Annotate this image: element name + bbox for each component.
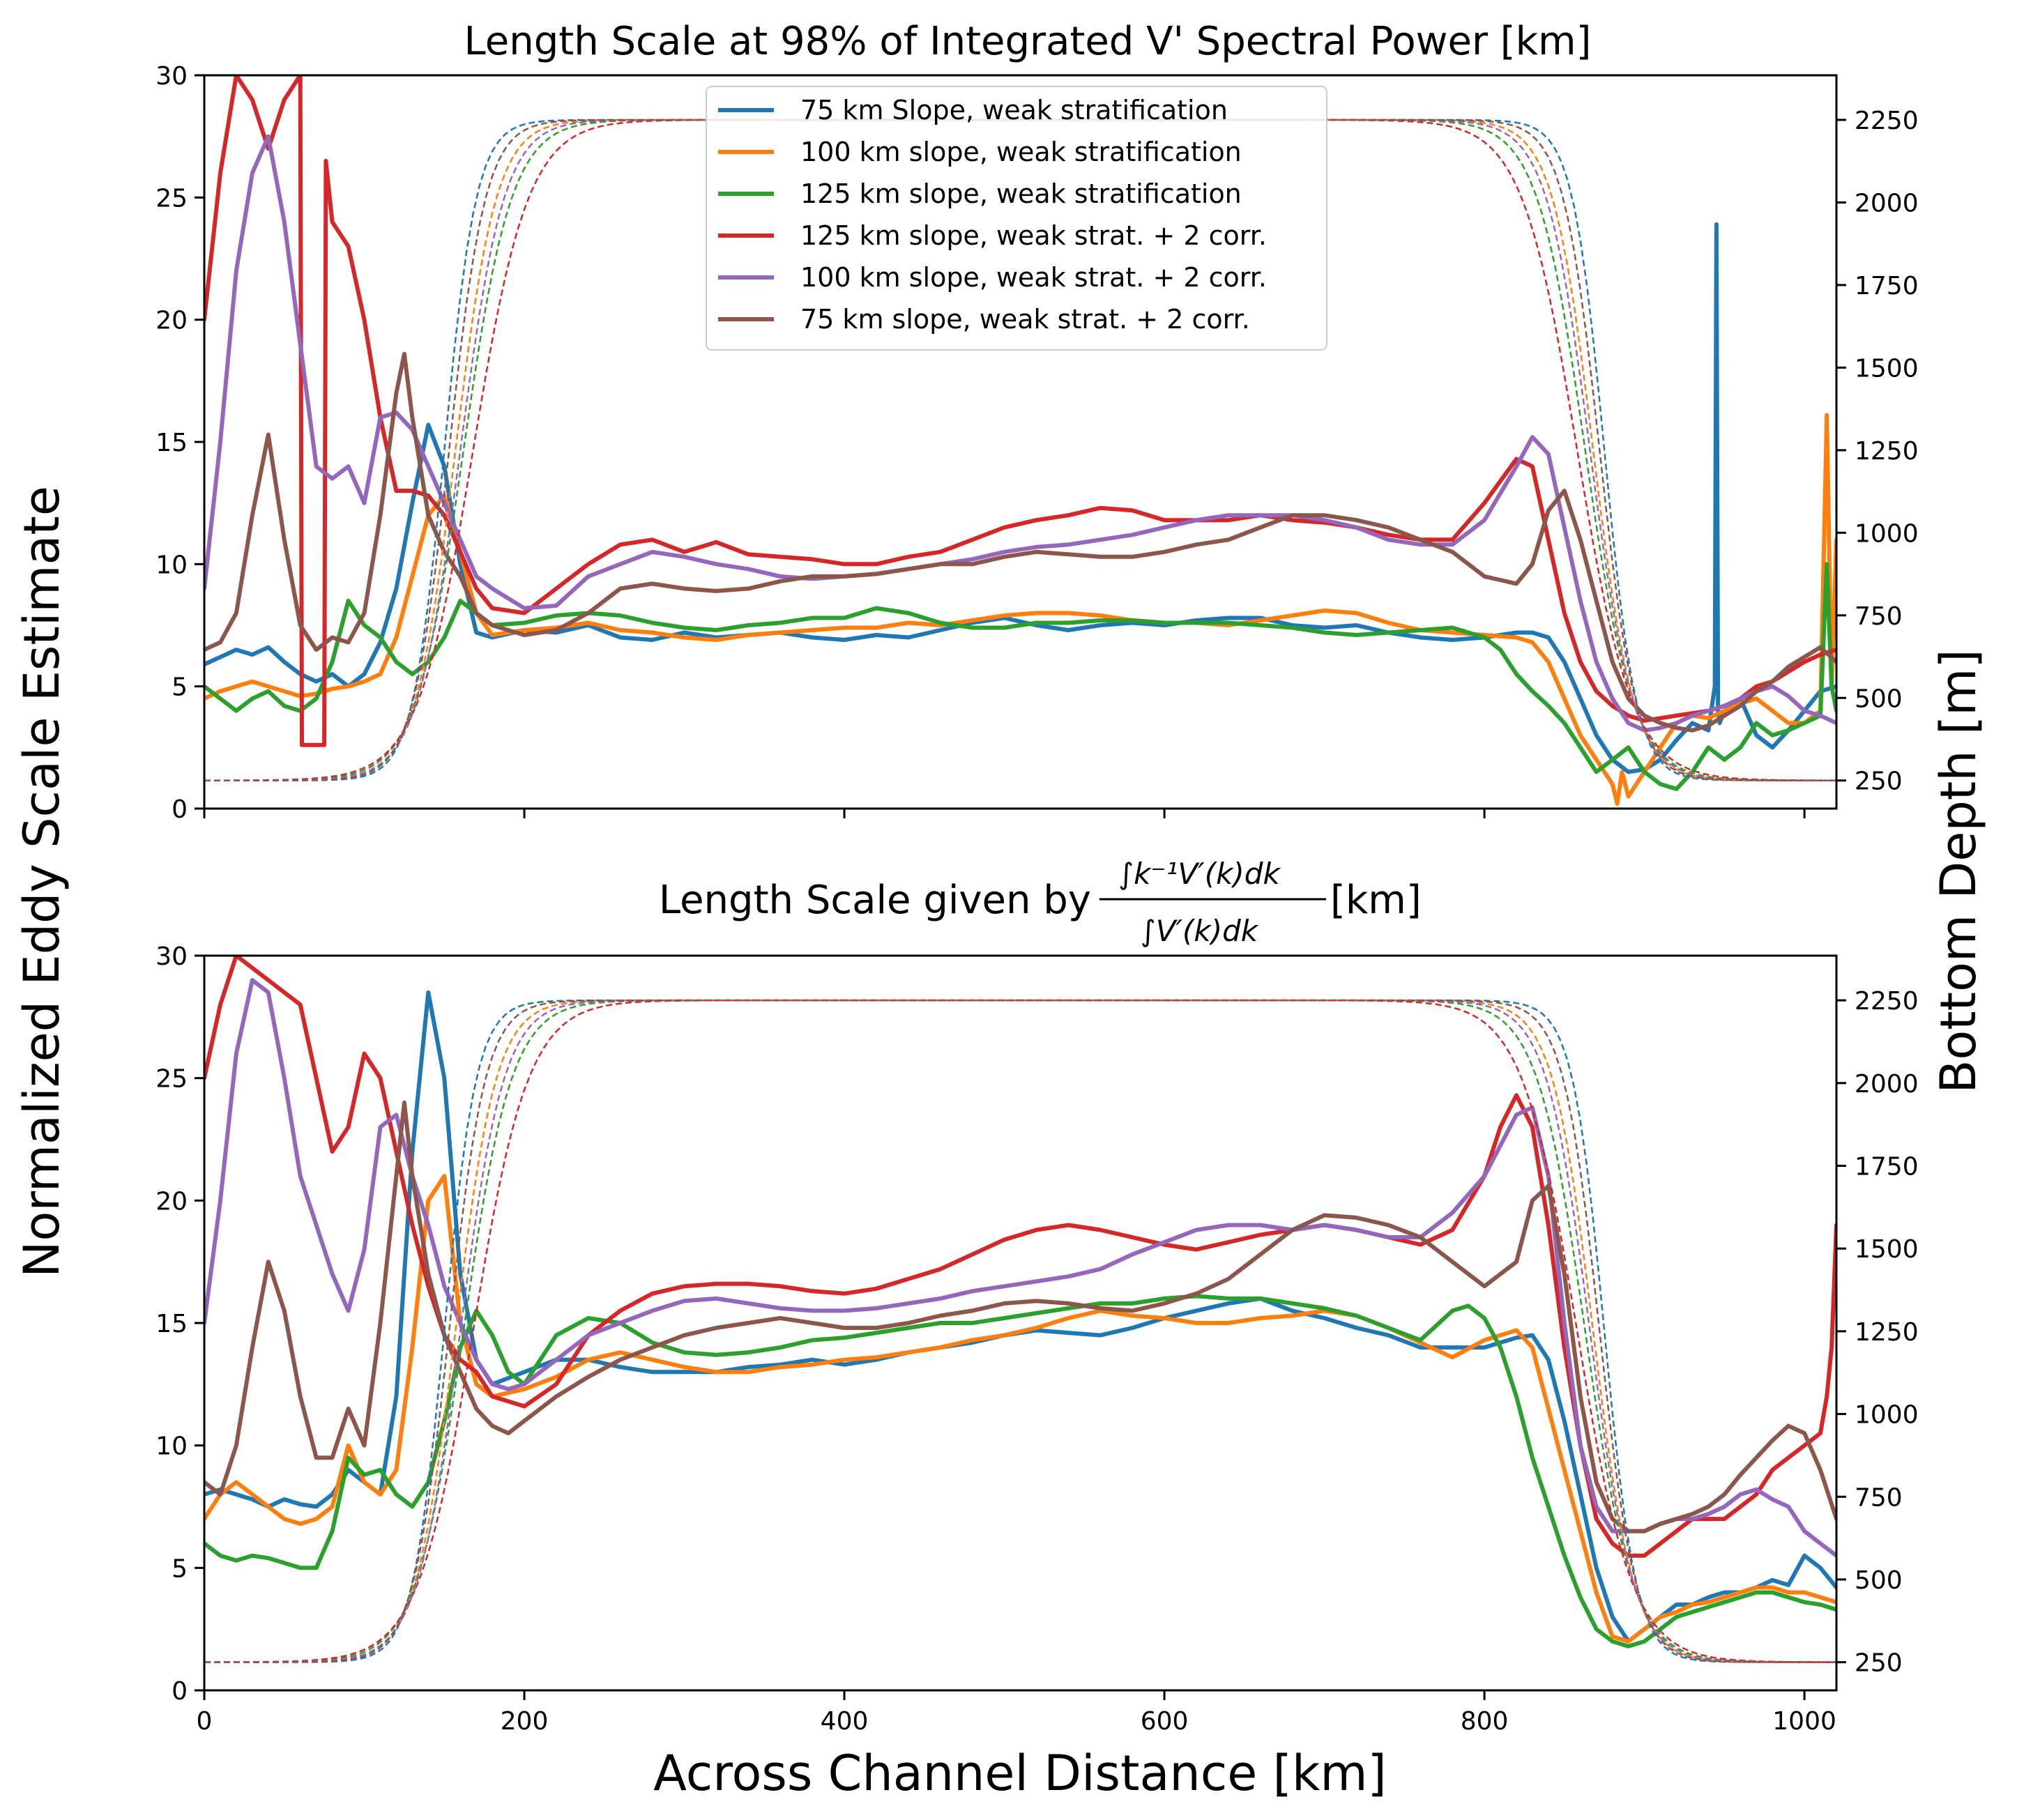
legend-label: 100 km slope, weak strat. + 2 corr.	[800, 262, 1267, 293]
bottom-x-tick-label: 400	[821, 1707, 869, 1736]
bottom-y2-tick-label: 1500	[1855, 1235, 1919, 1264]
bottom-y2-tick-label: 1000	[1855, 1401, 1919, 1430]
bottom-panel: Length Scale given by ∫k⁻¹V′(k)dk ∫V′(k)…	[155, 857, 1918, 1736]
bottom-title-denominator: ∫V′(k)dk	[1141, 914, 1259, 948]
bottom-title-numerator: ∫k⁻¹V′(k)dk	[1118, 857, 1281, 891]
bottom-series-layer	[204, 956, 1836, 1649]
bottom-y-tick-label: 0	[172, 1677, 188, 1706]
top-y2-tick-label: 250	[1855, 767, 1903, 796]
top-y2-tick-label: 2000	[1855, 189, 1919, 217]
bottom-y-tick-label: 10	[155, 1432, 188, 1461]
legend-label: 100 km slope, weak stratification	[800, 137, 1242, 167]
y-axis-label: Normalized Eddy Scale Estimate	[13, 486, 70, 1278]
bottom-series-line-3	[204, 1294, 1836, 1649]
legend-entry: 125 km slope, weak stratification	[718, 178, 1242, 209]
bottom-y2-tick-label: 250	[1855, 1649, 1903, 1678]
top-panel: Length Scale at 98% of Integrated V' Spe…	[155, 19, 1918, 824]
top-y2-tick-label: 2250	[1855, 107, 1919, 135]
legend-label: 125 km slope, weak stratification	[800, 178, 1242, 209]
legend-entry: 125 km slope, weak strat. + 2 corr.	[718, 220, 1267, 251]
top-y2-tick-label: 750	[1855, 602, 1903, 631]
bottom-y2-tick-label: 750	[1855, 1483, 1903, 1512]
top-y2-tick-label: 1250	[1855, 437, 1919, 466]
legend-label: 75 km slope, weak strat. + 2 corr.	[800, 304, 1250, 335]
bottom-depth-layer	[204, 999, 1836, 1663]
bottom-title-suffix: [km]	[1330, 878, 1422, 923]
bottom-x-tick-label: 0	[197, 1707, 213, 1736]
legend: 75 km Slope, weak stratification 100 km …	[706, 86, 1327, 351]
bottom-x-tick-label: 1000	[1772, 1707, 1836, 1736]
top-depth-profile-2	[204, 118, 1836, 781]
bottom-depth-profile-6	[204, 999, 1836, 1663]
top-series-line-6	[204, 351, 1836, 733]
bottom-y2-tick-label: 1750	[1855, 1152, 1919, 1181]
legend-label: 125 km slope, weak strat. + 2 corr.	[800, 220, 1267, 251]
top-y-tick-label: 10	[155, 551, 188, 579]
top-y2-tick-label: 1500	[1855, 354, 1919, 383]
top-ticks: 0 5 10 15 20 25 30 250 500 750 1000 1250 1500 1750 200…	[155, 62, 1918, 824]
top-series-line-2	[204, 413, 1836, 806]
bottom-y-tick-label: 20	[155, 1187, 188, 1216]
y2-axis-label: Bottom Depth [m]	[1930, 649, 1987, 1093]
bottom-series-line-4	[204, 956, 1836, 1558]
bottom-y2-tick-label: 2250	[1855, 987, 1919, 1016]
bottom-y2-tick-label: 1250	[1855, 1318, 1919, 1347]
legend-entry: 75 km Slope, weak stratification	[718, 95, 1228, 125]
bottom-x-tick-label: 200	[501, 1707, 549, 1736]
legend-entry: 100 km slope, weak stratification	[718, 137, 1242, 167]
top-y-tick-label: 0	[172, 795, 188, 824]
bottom-y-tick-label: 25	[155, 1065, 188, 1094]
bottom-ticks: 0 200 400 600 800 1000 0 5 10 15 20 25 30 250 500 750 10…	[155, 942, 1918, 1736]
x-axis-label: Across Channel Distance [km]	[653, 1745, 1387, 1802]
top-y-tick-label: 5	[172, 673, 188, 702]
legend-entry: 75 km slope, weak strat. + 2 corr.	[718, 304, 1250, 335]
bottom-x-tick-label: 600	[1141, 1707, 1189, 1736]
top-y2-tick-label: 500	[1855, 685, 1903, 713]
top-y-tick-label: 25	[155, 184, 188, 213]
legend-label: 75 km Slope, weak stratification	[800, 95, 1228, 125]
top-y2-tick-label: 1750	[1855, 272, 1919, 300]
legend-entry: 100 km slope, weak strat. + 2 corr.	[718, 262, 1267, 293]
top-y-tick-label: 20	[155, 307, 188, 335]
top-y-tick-label: 15	[155, 429, 188, 457]
bottom-y-tick-label: 30	[155, 942, 188, 971]
top-y2-tick-label: 1000	[1855, 519, 1919, 548]
top-series-line-3	[204, 562, 1836, 791]
top-panel-title: Length Scale at 98% of Integrated V' Spe…	[464, 19, 1592, 64]
bottom-series-line-6	[204, 1100, 1836, 1534]
top-series-line-5	[204, 134, 1836, 733]
bottom-y2-tick-label: 500	[1855, 1566, 1903, 1595]
bottom-title-prefix: Length Scale given by	[659, 878, 1091, 923]
bottom-y2-tick-label: 2000	[1855, 1070, 1919, 1099]
bottom-x-tick-label: 800	[1461, 1707, 1509, 1736]
bottom-y-tick-label: 5	[172, 1554, 188, 1583]
top-y-tick-label: 30	[155, 62, 188, 91]
bottom-panel-title: Length Scale given by ∫k⁻¹V′(k)dk ∫V′(k)…	[659, 857, 1422, 948]
bottom-y-tick-label: 15	[155, 1310, 188, 1338]
legend-box	[706, 86, 1327, 351]
